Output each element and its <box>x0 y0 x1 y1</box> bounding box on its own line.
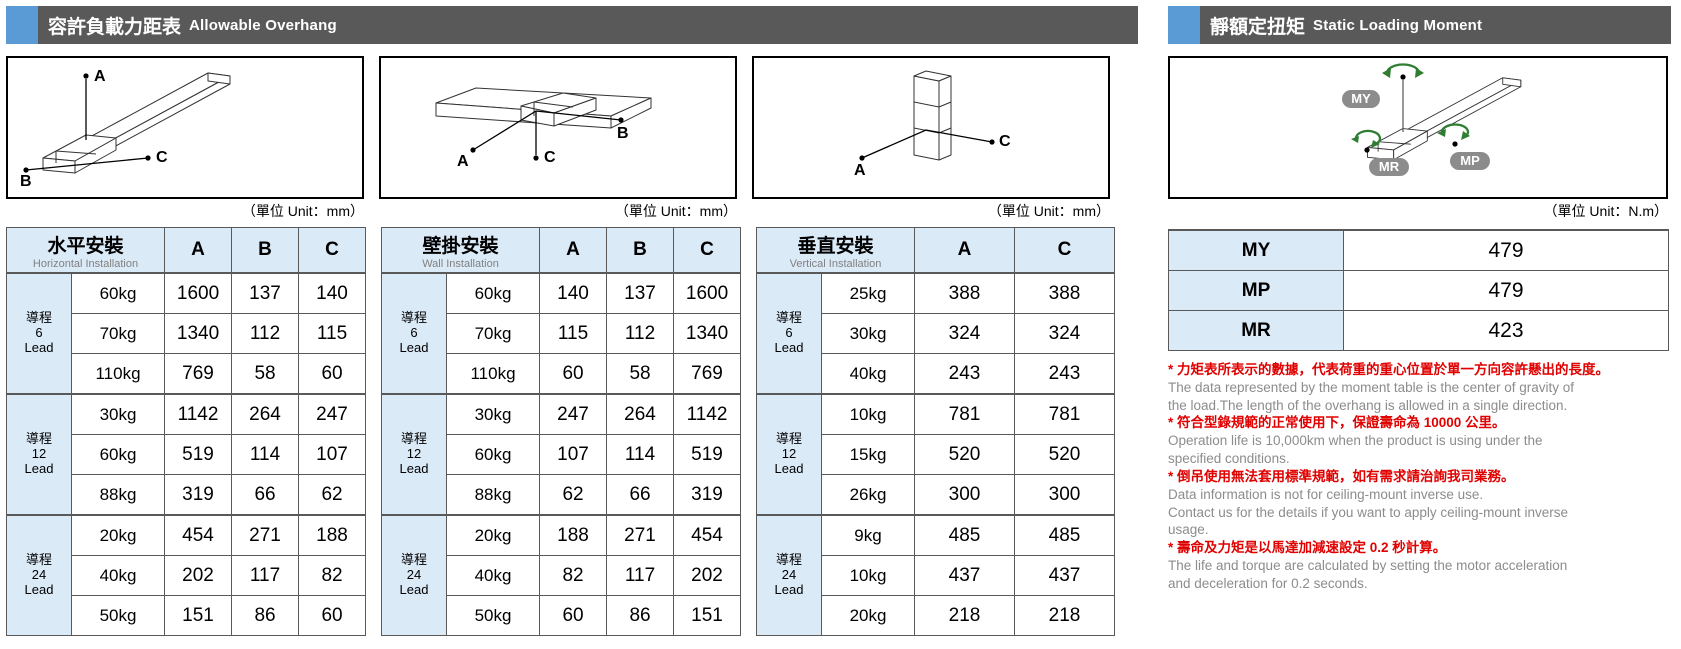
svg-text:MY: MY <box>1351 91 1371 106</box>
svg-text:C: C <box>156 149 168 166</box>
svg-text:MR: MR <box>1379 159 1400 174</box>
svg-text:A: A <box>457 153 469 170</box>
svg-text:MP: MP <box>1460 153 1480 168</box>
svg-text:B: B <box>617 125 629 142</box>
svg-text:B: B <box>20 173 32 190</box>
svg-text:C: C <box>544 149 556 166</box>
svg-text:A: A <box>94 68 106 85</box>
svg-text:C: C <box>999 133 1011 150</box>
svg-text:A: A <box>854 162 866 179</box>
